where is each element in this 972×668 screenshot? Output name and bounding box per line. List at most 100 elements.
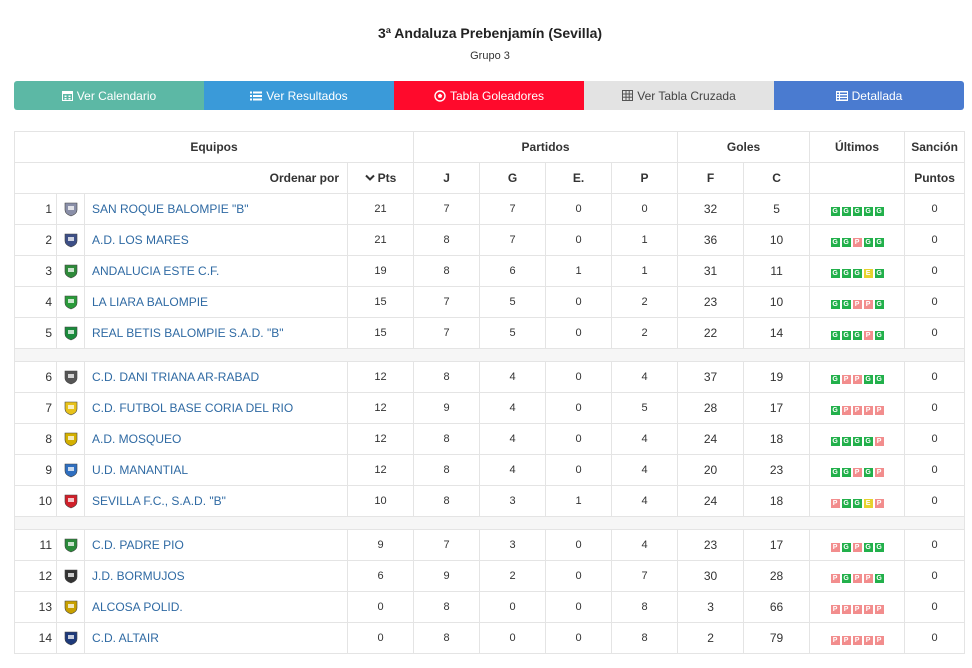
result-badge[interactable]: P	[874, 499, 884, 508]
result-badge[interactable]: P	[863, 331, 873, 340]
result-badge[interactable]: P	[852, 238, 862, 247]
soccer-ball-icon	[434, 89, 446, 102]
tab-resultados[interactable]: Ver Resultados	[204, 81, 394, 110]
result-badge[interactable]: P	[874, 406, 884, 415]
result-badge[interactable]: P	[841, 605, 851, 614]
result-badge[interactable]: P	[841, 636, 851, 645]
result-badge[interactable]: G	[841, 207, 851, 216]
result-badge[interactable]: E	[863, 499, 873, 508]
result-badge[interactable]: G	[863, 437, 873, 446]
result-badge[interactable]: G	[852, 207, 862, 216]
team-link[interactable]: LA LIARA BALOMPIE	[92, 295, 209, 309]
col-j-header: J	[413, 162, 481, 194]
result-badge[interactable]: G	[874, 331, 884, 340]
team-link[interactable]: C.D. DANI TRIANA AR-RABAD	[92, 370, 260, 384]
result-badge[interactable]: P	[874, 437, 884, 446]
result-badge[interactable]: P	[841, 375, 851, 384]
result-badge[interactable]: G	[830, 300, 840, 309]
result-badge[interactable]: G	[841, 574, 851, 583]
result-badge[interactable]: G	[841, 499, 851, 508]
result-badge[interactable]: G	[841, 269, 851, 278]
sanction-points-cell: 0	[904, 255, 966, 287]
result-badge[interactable]: P	[830, 636, 840, 645]
result-badge[interactable]: G	[830, 207, 840, 216]
result-badge[interactable]: P	[830, 543, 840, 552]
result-badge[interactable]: P	[852, 375, 862, 384]
goals-against-cell: 18	[743, 485, 811, 517]
team-link[interactable]: ALCOSA POLID.	[92, 600, 183, 614]
result-badge[interactable]: G	[874, 574, 884, 583]
result-badge[interactable]: G	[874, 300, 884, 309]
result-badge[interactable]: G	[874, 375, 884, 384]
result-badge[interactable]: G	[830, 437, 840, 446]
result-badge[interactable]: G	[874, 269, 884, 278]
result-badge[interactable]: G	[830, 331, 840, 340]
result-badge[interactable]: P	[874, 636, 884, 645]
result-badge[interactable]: P	[830, 574, 840, 583]
col-f-header: F	[677, 162, 745, 194]
sort-pts-header[interactable]: Pts	[346, 162, 415, 194]
team-link[interactable]: C.D. FUTBOL BASE CORIA DEL RIO	[92, 401, 294, 415]
result-badge[interactable]: P	[852, 406, 862, 415]
result-badge[interactable]: G	[841, 331, 851, 340]
result-badge[interactable]: P	[841, 406, 851, 415]
result-badge[interactable]: P	[852, 543, 862, 552]
team-link[interactable]: SEVILLA F.C., S.A.D. "B"	[92, 494, 226, 508]
team-link[interactable]: SAN ROQUE BALOMPIE "B"	[92, 202, 249, 216]
result-badge[interactable]: G	[852, 499, 862, 508]
result-badge[interactable]: G	[863, 238, 873, 247]
result-badge[interactable]: G	[841, 437, 851, 446]
team-link[interactable]: C.D. PADRE PIO	[92, 538, 184, 552]
result-badge[interactable]: P	[852, 468, 862, 477]
tab-calendario[interactable]: Ver Calendario	[14, 81, 204, 110]
result-badge[interactable]: G	[841, 468, 851, 477]
result-badge[interactable]: G	[830, 375, 840, 384]
points-cell: 12	[346, 392, 415, 424]
tab-goleadores[interactable]: Tabla Goleadores	[394, 81, 584, 110]
table-row: 13 ALCOSA POLID. 0 8 0 0 8 3 66 P P P P P 0	[14, 591, 966, 623]
result-badge[interactable]: P	[852, 574, 862, 583]
result-badge[interactable]: P	[863, 636, 873, 645]
team-link[interactable]: REAL BETIS BALOMPIE S.A.D. "B"	[92, 326, 284, 340]
result-badge[interactable]: G	[830, 468, 840, 477]
result-badge[interactable]: P	[852, 605, 862, 614]
result-badge[interactable]: P	[863, 300, 873, 309]
result-badge[interactable]: P	[863, 605, 873, 614]
result-badge[interactable]: G	[830, 406, 840, 415]
drawn-cell: 0	[545, 361, 613, 393]
result-badge[interactable]: G	[863, 207, 873, 216]
result-badge[interactable]: P	[830, 499, 840, 508]
result-badge[interactable]: G	[830, 269, 840, 278]
result-badge[interactable]: P	[852, 636, 862, 645]
team-link[interactable]: J.D. BORMUJOS	[92, 569, 185, 583]
result-badge[interactable]: G	[841, 238, 851, 247]
result-badge[interactable]: P	[852, 300, 862, 309]
result-badge[interactable]: G	[841, 543, 851, 552]
result-badge[interactable]: G	[863, 543, 873, 552]
team-link[interactable]: A.D. MOSQUEO	[92, 432, 182, 446]
team-link[interactable]: C.D. ALTAIR	[92, 631, 159, 645]
result-badge[interactable]: P	[830, 605, 840, 614]
tab-detallada[interactable]: Detallada	[774, 81, 964, 110]
result-badge[interactable]: G	[852, 331, 862, 340]
result-badge[interactable]: G	[830, 238, 840, 247]
team-link[interactable]: A.D. LOS MARES	[92, 233, 189, 247]
result-badge[interactable]: G	[852, 437, 862, 446]
result-badge[interactable]: G	[863, 375, 873, 384]
result-badge[interactable]: G	[874, 543, 884, 552]
result-badge[interactable]: P	[863, 574, 873, 583]
result-badge[interactable]: G	[852, 269, 862, 278]
result-badge[interactable]: P	[874, 468, 884, 477]
tab-tabla-cruzada[interactable]: Ver Tabla Cruzada	[584, 81, 774, 110]
result-badge[interactable]: G	[841, 300, 851, 309]
result-badge[interactable]: G	[874, 238, 884, 247]
result-badge[interactable]: G	[863, 468, 873, 477]
col-puntos-header: Puntos	[904, 162, 966, 194]
team-link[interactable]: ANDALUCIA ESTE C.F.	[92, 264, 220, 278]
result-badge[interactable]: P	[874, 605, 884, 614]
team-link[interactable]: U.D. MANANTIAL	[92, 463, 189, 477]
result-badge[interactable]: G	[874, 207, 884, 216]
result-badge[interactable]: E	[863, 269, 873, 278]
won-cell: 4	[479, 392, 547, 424]
result-badge[interactable]: P	[863, 406, 873, 415]
